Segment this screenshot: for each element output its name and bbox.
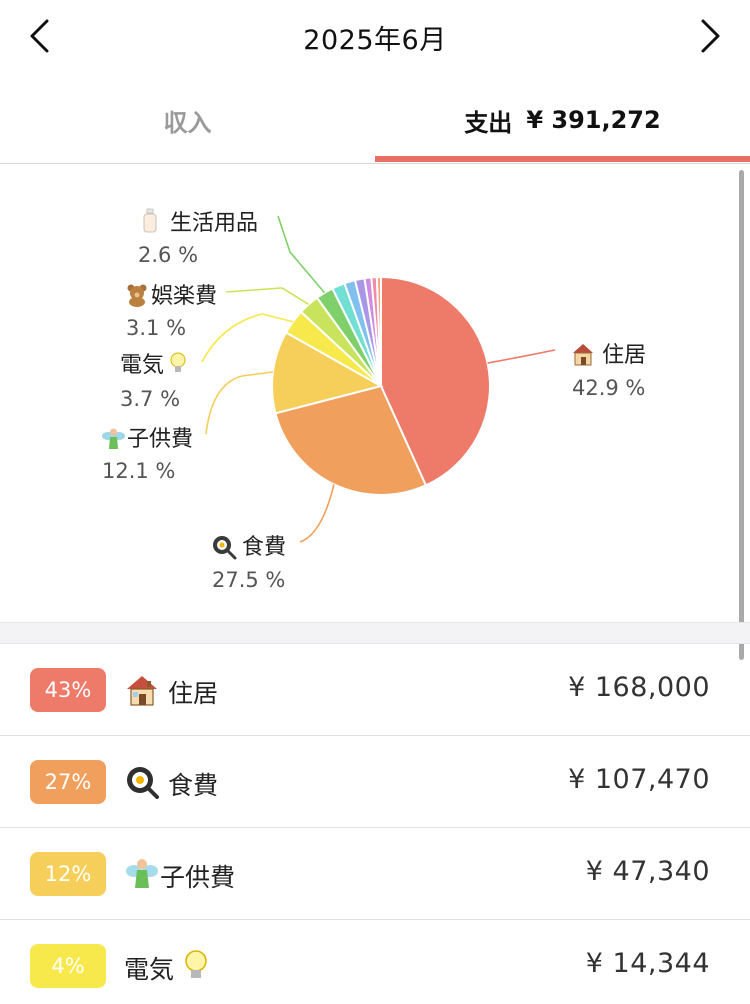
leader-line-electric: [201, 313, 294, 363]
list-item-label: 電気: [124, 955, 175, 984]
slice-label-food: 食費: [242, 535, 286, 560]
teddy-bear-icon: [127, 284, 147, 307]
chevron-right-icon: [701, 19, 720, 53]
expense-pie-chart-area: 住居 42.9 % 食費 27.5 % 子供費 12.1 %: [0, 164, 750, 622]
previous-month-button[interactable]: [18, 14, 62, 58]
slice-label-electric: 電気: [120, 353, 164, 378]
list-item-label: 住居: [168, 679, 219, 708]
lotion-bottle-icon: [143, 208, 157, 233]
expense-total: ¥ 391,272: [526, 106, 661, 134]
chevron-left-icon: [30, 19, 49, 53]
fairy-icon: [102, 428, 125, 449]
leader-line-entertainment: [225, 287, 310, 306]
list-item-amount: ¥ 107,470: [568, 764, 710, 795]
list-item-kids[interactable]: 12% 子供費 ¥ 47,340: [0, 828, 750, 920]
next-month-button[interactable]: [688, 14, 732, 58]
slice-percent-housing: 42.9 %: [572, 376, 645, 400]
frying-pan-icon: [124, 762, 160, 802]
label-electric: 電気 3.7 %: [120, 352, 186, 411]
percent-badge: 12%: [30, 852, 106, 896]
tab-expense-label: 支出: [464, 108, 513, 137]
category-list: 43% 住居 ¥ 168,000 27% 食費 ¥ 107,470: [0, 644, 750, 1004]
section-divider: [0, 622, 750, 644]
active-tab-indicator: [375, 156, 750, 162]
list-item-amount: ¥ 47,340: [585, 856, 710, 887]
list-item-electric[interactable]: 4% 電気 ¥ 14,344: [0, 920, 750, 1004]
income-expense-tabs: 収入 支出 ¥ 391,272: [0, 76, 750, 164]
percent-badge: 27%: [30, 760, 106, 804]
month-header: 2025年6月: [0, 0, 750, 76]
pie-slice-food[interactable]: [274, 384, 428, 496]
slice-percent-kids: 12.1 %: [102, 459, 175, 483]
slice-percent-electric: 3.7 %: [120, 387, 180, 411]
label-daily-goods: 生活用品 2.6 %: [138, 208, 258, 267]
percent-badge: 43%: [30, 668, 106, 712]
list-item-label: 子供費: [160, 863, 236, 892]
leader-line-daily-goods: [277, 215, 326, 294]
slice-label-daily-goods: 生活用品: [170, 211, 258, 236]
label-housing: 住居 42.9 %: [572, 343, 646, 400]
list-item-housing[interactable]: 43% 住居 ¥ 168,000: [0, 644, 750, 736]
list-item-amount: ¥ 14,344: [585, 948, 710, 979]
fairy-icon: [124, 854, 160, 894]
house-icon: [573, 344, 593, 366]
pie-slice-kids[interactable]: [271, 331, 384, 415]
leader-line-food: [299, 484, 335, 543]
frying-pan-icon: [213, 536, 237, 560]
slice-label-housing: 住居: [602, 343, 646, 368]
label-entertainment: 娯楽費 3.1 %: [126, 284, 217, 340]
scrollbar[interactable]: [739, 170, 744, 660]
list-item-food[interactable]: 27% 食費 ¥ 107,470: [0, 736, 750, 828]
slice-label-entertainment: 娯楽費: [151, 284, 217, 309]
label-food: 食費 27.5 %: [212, 535, 286, 592]
tab-expense[interactable]: 支出 ¥ 391,272: [375, 76, 750, 164]
slice-percent-food: 27.5 %: [212, 568, 285, 592]
house-icon: [124, 670, 160, 710]
slice-label-kids: 子供費: [127, 427, 193, 452]
pie-slice-other-11[interactable]: [375, 275, 382, 387]
light-bulb-icon: [170, 352, 186, 372]
slice-percent-daily-goods: 2.6 %: [138, 243, 198, 267]
light-bulb-icon: [178, 946, 214, 986]
list-item-amount: ¥ 168,000: [568, 672, 710, 703]
tab-income-label: 収入: [163, 108, 212, 137]
slice-percent-entertainment: 3.1 %: [126, 316, 186, 340]
tab-income[interactable]: 収入: [0, 76, 375, 164]
percent-badge: 4%: [30, 944, 106, 988]
expense-pie-chart[interactable]: 住居 42.9 % 食費 27.5 % 子供費 12.1 %: [0, 164, 750, 622]
pie-slice-housing[interactable]: [380, 275, 491, 487]
leader-line-kids: [205, 371, 274, 435]
list-item-label: 食費: [168, 771, 219, 800]
leader-line-housing: [487, 349, 556, 364]
label-kids: 子供費 12.1 %: [102, 427, 193, 483]
month-title[interactable]: 2025年6月: [303, 25, 447, 56]
